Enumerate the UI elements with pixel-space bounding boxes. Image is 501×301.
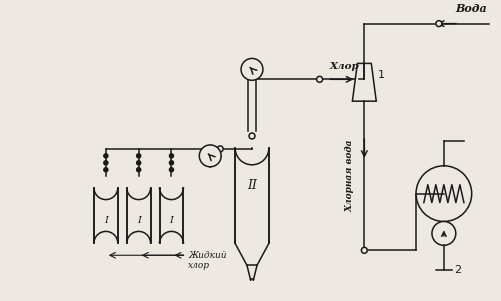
Text: Жидкий
хлор: Жидкий хлор	[188, 250, 227, 270]
Text: Вода: Вода	[455, 3, 486, 14]
Circle shape	[199, 145, 221, 167]
Circle shape	[169, 154, 173, 158]
Circle shape	[432, 222, 456, 245]
Text: Хлорная вода: Хлорная вода	[346, 139, 355, 212]
Circle shape	[137, 168, 141, 172]
Circle shape	[241, 58, 263, 80]
Circle shape	[317, 76, 323, 82]
Polygon shape	[352, 64, 376, 101]
FancyBboxPatch shape	[159, 188, 183, 243]
Text: I: I	[169, 216, 173, 225]
Text: II: II	[247, 179, 257, 192]
Circle shape	[104, 161, 108, 165]
FancyBboxPatch shape	[236, 148, 268, 243]
Circle shape	[249, 133, 255, 139]
Text: I: I	[104, 216, 108, 225]
FancyBboxPatch shape	[94, 188, 118, 243]
Text: Хлор: Хлор	[330, 62, 359, 71]
Circle shape	[217, 146, 223, 152]
Circle shape	[361, 247, 367, 253]
Circle shape	[137, 154, 141, 158]
Text: 1: 1	[378, 70, 385, 80]
Text: 2: 2	[454, 265, 461, 275]
Circle shape	[169, 161, 173, 165]
Circle shape	[137, 161, 141, 165]
Circle shape	[104, 168, 108, 172]
Circle shape	[416, 166, 472, 222]
Text: I: I	[137, 216, 141, 225]
Circle shape	[169, 168, 173, 172]
Circle shape	[436, 21, 442, 26]
FancyBboxPatch shape	[127, 188, 151, 243]
Circle shape	[104, 154, 108, 158]
